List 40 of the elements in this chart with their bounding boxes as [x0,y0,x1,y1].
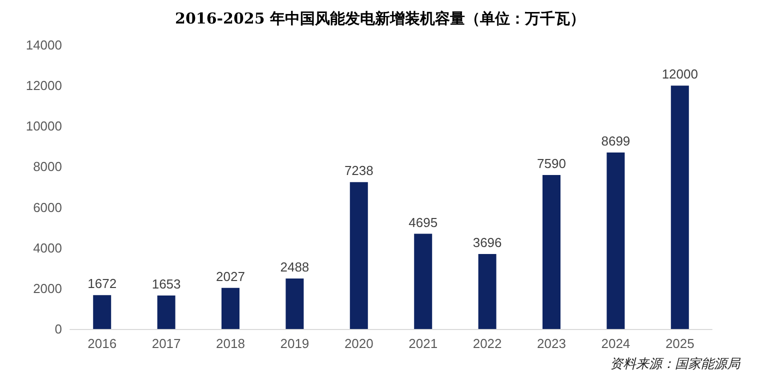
data-label: 3696 [472,235,502,250]
data-label: 2488 [280,260,310,275]
bar [414,234,432,329]
text: 资料来源：国家能源局 [610,356,741,372]
y-tick-label: 4000 [33,240,62,256]
bar [542,175,560,329]
data-label: 2027 [216,268,245,284]
x-tick-label: 2021 [408,336,438,351]
x-tick-label: 2024 [601,336,630,351]
x-tick-label: 2020 [344,336,374,351]
y-tick-label: 8000 [33,159,62,174]
y-tick-label: 10000 [26,118,62,134]
bar [222,288,240,329]
bar [478,254,496,329]
x-tick-label: 2017 [152,336,181,351]
x-tick-label: 2016 [88,336,117,351]
x-tick-label: 2018 [216,336,245,351]
chart-title: 2016-2025 年中国风能发电新增装机容量（单位：万千瓦） [175,10,585,28]
bar [606,152,625,329]
bar [157,295,176,329]
data-label: 4695 [408,214,438,230]
bar [286,278,304,329]
data-label: 7238 [344,163,374,178]
x-tick-label: 2022 [472,336,502,351]
bar [93,295,112,329]
x-tick-label: 2019 [280,336,310,351]
x-tick-label: 2025 [665,336,694,351]
y-tick-label: 6000 [33,200,62,215]
data-label: 7590 [537,156,566,172]
data-label: 1653 [152,276,181,292]
y-tick-label: 0 [54,322,62,336]
y-tick-label: 12000 [26,78,62,94]
x-tick-label: 2023 [537,336,566,351]
y-tick-label: 14000 [26,38,62,52]
data-label: 1672 [88,276,117,292]
data-label: 12000 [662,66,698,82]
data-label: 8699 [601,134,630,149]
bar [350,182,368,329]
bar [670,86,689,329]
y-tick-label: 2000 [33,280,62,296]
